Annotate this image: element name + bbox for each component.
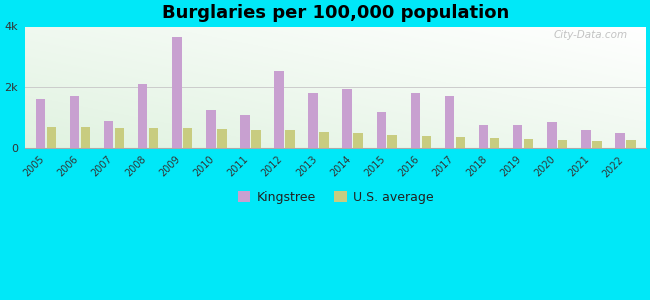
Bar [524, 139, 534, 148]
Bar [558, 140, 567, 148]
Bar [411, 93, 420, 148]
Text: City-Data.com: City-Data.com [553, 30, 627, 40]
Bar [319, 132, 329, 148]
Bar [479, 125, 488, 148]
Bar [104, 121, 113, 148]
Bar [513, 125, 523, 148]
Bar [115, 128, 124, 148]
Bar [138, 84, 148, 148]
Bar [343, 89, 352, 148]
Bar [376, 112, 386, 148]
Bar [615, 134, 625, 148]
Bar [47, 128, 56, 148]
Bar [172, 37, 181, 148]
Bar [36, 99, 46, 148]
Bar [581, 130, 591, 148]
Bar [81, 128, 90, 148]
Bar [592, 141, 601, 148]
Bar [626, 140, 636, 148]
Bar [206, 110, 216, 148]
Bar [422, 136, 431, 148]
Bar [70, 96, 79, 148]
Bar [217, 129, 227, 148]
Bar [445, 96, 454, 148]
Bar [387, 135, 397, 148]
Bar [456, 137, 465, 148]
Bar [251, 130, 261, 148]
Title: Burglaries per 100,000 population: Burglaries per 100,000 population [162, 4, 509, 22]
Bar [285, 130, 294, 148]
Bar [274, 70, 284, 148]
Legend: Kingstree, U.S. average: Kingstree, U.S. average [233, 186, 439, 208]
Bar [183, 128, 192, 148]
Bar [547, 122, 556, 148]
Bar [308, 93, 318, 148]
Bar [149, 128, 159, 148]
Bar [489, 138, 499, 148]
Bar [354, 133, 363, 148]
Bar [240, 115, 250, 148]
